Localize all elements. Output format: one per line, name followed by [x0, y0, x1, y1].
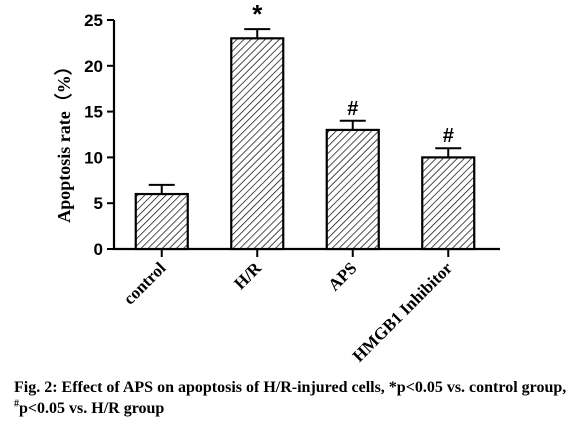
bar [230, 37, 285, 251]
caption-text-2: p<0.05 vs. H/R group [19, 400, 165, 417]
caption-superscript: # [14, 398, 19, 410]
bars: * # # [134, 0, 476, 251]
significance-marker: # [443, 125, 454, 147]
x-tick-label: HMGB1 Inhibitor [349, 258, 457, 366]
y-axis-label: Apoptosis rate（%） [54, 57, 74, 223]
figure-caption: Fig. 2: Effect of APS on apoptosis of H/… [14, 377, 574, 419]
x-tick-label: H/R [230, 258, 265, 293]
significance-marker: # [347, 98, 358, 120]
y-tick-label: 25 [84, 11, 103, 30]
bar [325, 128, 380, 251]
y-tick-label: 5 [94, 194, 103, 213]
significance-marker: * [252, 0, 263, 29]
bar-chart: Apoptosis rate（%） 0 5 10 15 20 25 * # # control… [54, 0, 500, 366]
x-tick-label: control [120, 258, 170, 308]
y-tick-label: 15 [84, 103, 103, 122]
x-tick-label: APS [324, 258, 360, 294]
caption-text-1: Fig. 2: Effect of APS on apoptosis of H/… [14, 379, 567, 396]
y-tick-label: 0 [94, 240, 103, 259]
y-tick-label: 10 [84, 148, 103, 167]
y-tick-label: 20 [84, 57, 103, 76]
bar [134, 192, 189, 251]
bar [421, 156, 476, 251]
